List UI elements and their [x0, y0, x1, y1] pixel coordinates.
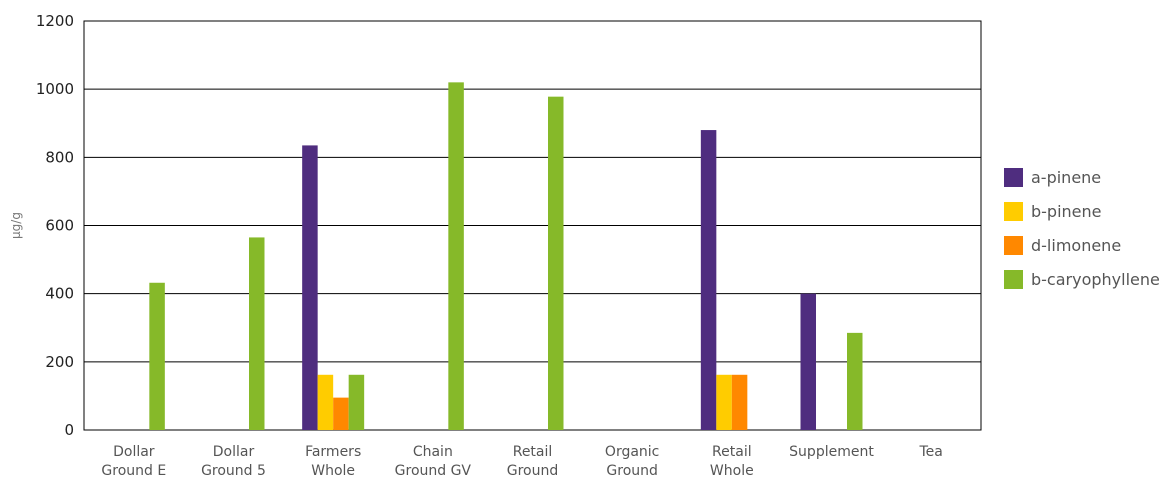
- y-tick-label: 400: [45, 285, 74, 303]
- bar-d-limonene: [333, 397, 349, 430]
- bar-a-pinene: [302, 145, 318, 430]
- x-category-label: Farmers: [305, 444, 361, 460]
- y-tick-label: 800: [45, 148, 74, 166]
- legend-item-b-pinene: b-pinene: [1004, 194, 1160, 228]
- x-category-label: Ground: [507, 463, 559, 478]
- bar-d-limonene: [731, 374, 748, 430]
- bar-b-caryophyllene: [149, 282, 165, 430]
- bar-b-caryophyllene: [348, 374, 365, 430]
- x-category-label: Organic: [605, 444, 659, 460]
- x-category-label: Whole: [311, 463, 355, 478]
- x-category-label: Ground E: [101, 463, 166, 478]
- x-category-label: Tea: [918, 444, 942, 460]
- legend: a-pinene b-pinene d-limonene b-caryophyl…: [1004, 160, 1160, 296]
- legend-label-d-limonene: d-limonene: [1031, 235, 1122, 255]
- bar-a-pinene: [700, 130, 717, 431]
- bar-b-pinene: [317, 374, 334, 430]
- bar-a-pinene: [800, 293, 816, 430]
- legend-label-a-pinene: a-pinene: [1031, 167, 1102, 187]
- legend-label-b-pinene: b-pinene: [1031, 201, 1102, 221]
- legend-swatch-b-caryophyllene: [1004, 269, 1023, 289]
- legend-item-b-caryophyllene: b-caryophyllene: [1004, 262, 1160, 296]
- x-category-label: Dollar: [213, 444, 255, 460]
- x-category-label: Ground GV: [395, 463, 472, 478]
- bar-b-caryophyllene: [249, 237, 265, 430]
- bar-b-caryophyllene: [448, 82, 464, 430]
- x-category-label: Whole: [710, 463, 754, 478]
- legend-swatch-a-pinene: [1004, 167, 1023, 187]
- legend-swatch-b-pinene: [1004, 201, 1023, 221]
- y-tick-label: 0: [64, 421, 74, 439]
- x-category-label: Retail: [513, 444, 553, 460]
- legend-label-b-caryophyllene: b-caryophyllene: [1031, 269, 1160, 289]
- legend-swatch-d-limonene: [1004, 235, 1023, 255]
- x-category-label: Chain: [413, 444, 453, 460]
- bar-b-pinene: [716, 374, 732, 430]
- y-tick-label: 200: [45, 353, 74, 371]
- bar-b-caryophyllene: [847, 332, 863, 430]
- bar-b-caryophyllene: [548, 96, 564, 430]
- legend-item-d-limonene: d-limonene: [1004, 228, 1160, 262]
- plot-area-frame: [83, 20, 982, 431]
- x-category-label: Ground: [606, 463, 658, 478]
- x-category-label: Retail: [712, 444, 752, 460]
- legend-item-a-pinene: a-pinene: [1004, 160, 1160, 194]
- x-category-label: Dollar: [113, 444, 155, 460]
- y-axis-label: μg/g: [9, 212, 23, 239]
- y-tick-label: 1200: [36, 12, 74, 30]
- x-category-label: Supplement: [789, 444, 874, 460]
- y-tick-label: 1000: [36, 80, 74, 98]
- x-category-label: Ground 5: [201, 463, 266, 478]
- y-tick-label: 600: [45, 217, 74, 235]
